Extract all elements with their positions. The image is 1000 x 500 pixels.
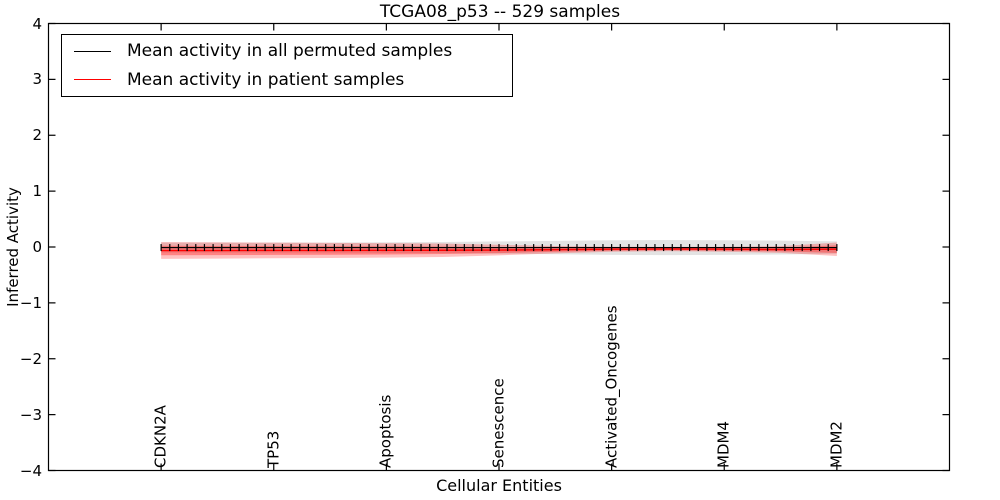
x-tick-label: MDM4 — [714, 421, 733, 468]
y-tick-label: −4 — [19, 461, 42, 480]
chart-title: TCGA08_p53 -- 529 samples — [379, 2, 621, 22]
x-tick-label: Activated_Oncogenes — [602, 305, 621, 468]
legend-item-permuted: Mean activity in all permuted samples — [62, 41, 512, 61]
y-tick-label: −3 — [19, 405, 42, 424]
legend-line-red — [74, 79, 111, 81]
legend-line-black — [74, 50, 111, 52]
legend-item-label: Mean activity in all permuted samples — [127, 41, 453, 62]
permuted-sample-markers — [160, 244, 838, 252]
legend: Mean activity in all permuted samples Me… — [61, 34, 513, 97]
legend-item-patient: Mean activity in patient samples — [62, 70, 512, 90]
x-tick-label: TP53 — [264, 430, 283, 468]
y-tick-label: 0 — [32, 238, 42, 256]
legend-item-label: Mean activity in patient samples — [127, 69, 405, 90]
x-tick-label: Apoptosis — [376, 394, 395, 468]
y-tick-label: 2 — [32, 126, 42, 145]
y-tick-label: −1 — [19, 293, 42, 312]
y-tick-label: 3 — [32, 70, 42, 89]
x-tick-label: Senescence — [489, 378, 508, 468]
y-tick-label: −2 — [19, 349, 42, 368]
y-tick-label: 1 — [32, 182, 42, 201]
x-tick-label: CDKN2A — [151, 405, 170, 468]
y-tick-label: 4 — [32, 14, 42, 33]
x-axis-label: Cellular Entities — [436, 476, 562, 495]
x-tick-label: MDM2 — [827, 421, 846, 468]
